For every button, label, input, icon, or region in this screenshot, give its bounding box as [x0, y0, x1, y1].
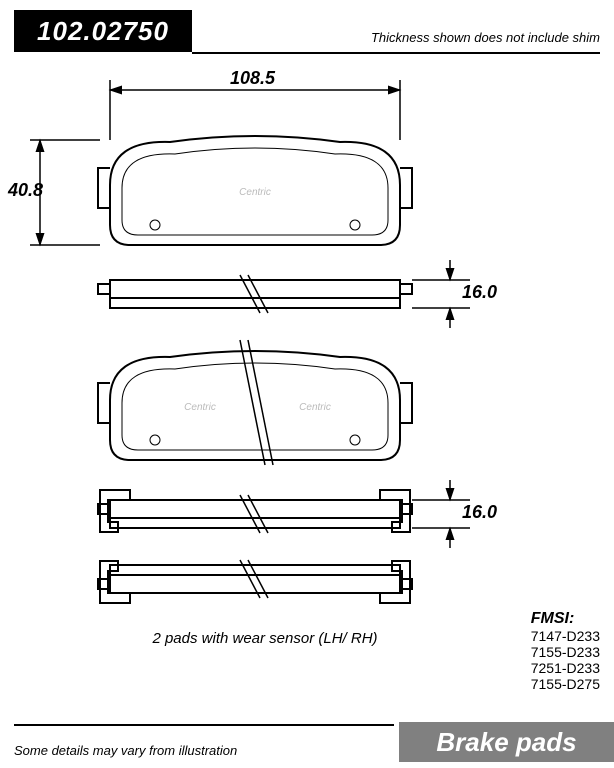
svg-text:Centric: Centric [184, 402, 216, 413]
bottom-note: Some details may vary from illustration [14, 743, 237, 758]
side-view-3 [98, 560, 412, 603]
pad-bottom-face: Centric Centric [98, 340, 412, 465]
fmsi-code: 7155-D233 [531, 644, 600, 660]
dim-thick2-label: 16.0 [462, 502, 497, 523]
pad-top-face: Centric [98, 136, 412, 245]
fmsi-code: 7251-D233 [531, 660, 600, 676]
bottom-line [14, 724, 394, 726]
dim-height-label: 40.8 [8, 180, 43, 201]
svg-text:Centric: Centric [239, 187, 271, 198]
fmsi-code: 7155-D275 [531, 676, 600, 692]
dim-width-label: 108.5 [230, 68, 275, 89]
header-underline [192, 52, 600, 54]
fmsi-block: FMSI: 7147-D233 7155-D233 7251-D233 7155… [531, 610, 600, 692]
footer-box: Brake pads [399, 722, 614, 762]
fmsi-title: FMSI: [531, 610, 600, 628]
side-view-1 [98, 260, 470, 328]
thickness-note: Thickness shown does not include shim [371, 30, 600, 45]
side-view-2 [98, 480, 470, 548]
svg-text:Centric: Centric [299, 402, 331, 413]
dim-thick1-label: 16.0 [462, 282, 497, 303]
part-number-box: 102.02750 [14, 10, 192, 52]
diagram-area: Centric Centric [0, 70, 614, 690]
part-number: 102.02750 [37, 16, 169, 47]
footer-label: Brake pads [436, 727, 576, 758]
diagram-svg: Centric Centric [0, 70, 614, 690]
pad-caption: 2 pads with wear sensor (LH/ RH) [120, 630, 410, 647]
fmsi-code: 7147-D233 [531, 628, 600, 644]
dim-width [110, 80, 400, 140]
